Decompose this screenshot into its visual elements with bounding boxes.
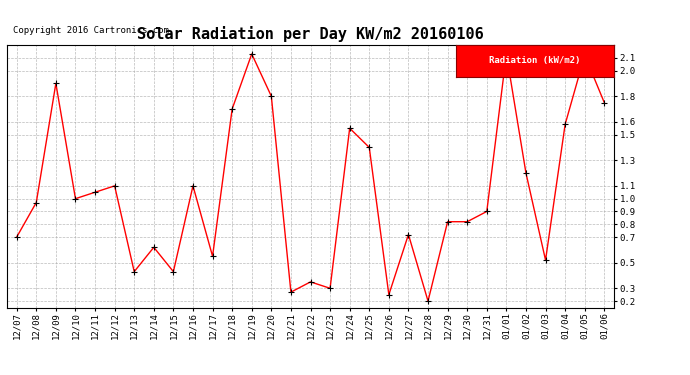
Text: Copyright 2016 Cartronics.com: Copyright 2016 Cartronics.com: [13, 26, 169, 34]
Title: Solar Radiation per Day KW/m2 20160106: Solar Radiation per Day KW/m2 20160106: [137, 27, 484, 42]
